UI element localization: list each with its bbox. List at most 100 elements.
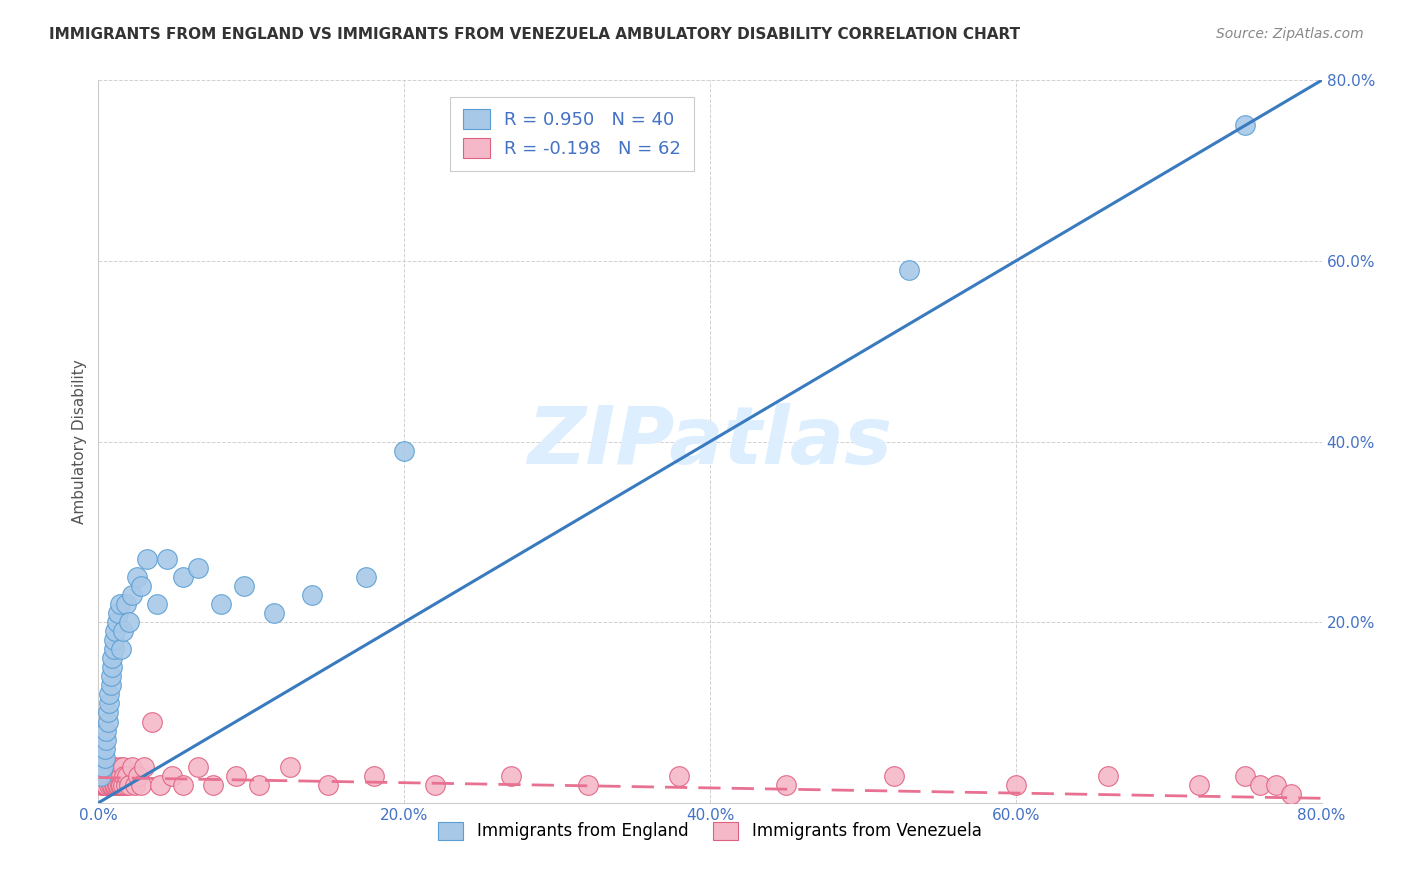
Point <box>501 769 523 783</box>
Point <box>209 597 232 611</box>
Point <box>172 570 194 584</box>
Point <box>103 642 125 657</box>
Point <box>278 760 301 774</box>
Point <box>129 579 152 593</box>
Point <box>107 606 129 620</box>
Point <box>202 778 225 792</box>
Point <box>117 769 139 783</box>
Point <box>100 678 122 692</box>
Point <box>98 697 121 711</box>
Point <box>115 597 138 611</box>
Point <box>105 615 128 630</box>
Point <box>141 714 163 729</box>
Point <box>127 769 149 783</box>
Point <box>1234 119 1257 133</box>
Point <box>187 760 209 774</box>
Point <box>105 778 128 792</box>
Point <box>115 778 138 792</box>
Point <box>883 769 905 783</box>
Point <box>90 778 112 792</box>
Point <box>97 760 120 774</box>
Point <box>108 778 131 792</box>
Point <box>100 778 122 792</box>
Point <box>149 778 172 792</box>
Point <box>101 769 124 783</box>
Point <box>91 778 114 792</box>
Point <box>93 741 115 756</box>
Point <box>124 778 146 792</box>
Point <box>1234 769 1257 783</box>
Point <box>98 687 121 701</box>
Point <box>112 769 135 783</box>
Y-axis label: Ambulatory Disability: Ambulatory Disability <box>72 359 87 524</box>
Point <box>107 769 129 783</box>
Point <box>668 769 690 783</box>
Point <box>118 615 141 630</box>
Point <box>232 579 254 593</box>
Point <box>108 597 131 611</box>
Point <box>100 760 122 774</box>
Point <box>94 723 117 738</box>
Point <box>104 778 127 792</box>
Point <box>118 778 141 792</box>
Point <box>104 769 127 783</box>
Point <box>94 769 117 783</box>
Point <box>94 778 117 792</box>
Point <box>97 706 120 720</box>
Point <box>110 778 132 792</box>
Point <box>97 714 120 729</box>
Point <box>103 633 125 648</box>
Point <box>160 769 183 783</box>
Point <box>263 606 285 620</box>
Point <box>101 660 124 674</box>
Point <box>156 552 179 566</box>
Point <box>101 651 124 665</box>
Point <box>121 760 143 774</box>
Point <box>105 769 128 783</box>
Point <box>354 570 377 584</box>
Point <box>247 778 270 792</box>
Point <box>187 561 209 575</box>
Point <box>145 597 167 611</box>
Point <box>110 642 132 657</box>
Point <box>1004 778 1026 792</box>
Point <box>576 778 599 792</box>
Point <box>363 769 385 783</box>
Point <box>134 760 156 774</box>
Point <box>108 760 131 774</box>
Text: ZIPatlas: ZIPatlas <box>527 402 893 481</box>
Point <box>91 769 114 783</box>
Point <box>111 778 134 792</box>
Point <box>111 624 134 639</box>
Point <box>98 778 121 792</box>
Point <box>90 769 112 783</box>
Point <box>129 778 152 792</box>
Point <box>301 588 323 602</box>
Point <box>897 263 920 277</box>
Point <box>107 778 129 792</box>
Point <box>1264 778 1286 792</box>
Text: Source: ZipAtlas.com: Source: ZipAtlas.com <box>1216 27 1364 41</box>
Point <box>392 443 416 458</box>
Point <box>103 760 125 774</box>
Point <box>172 778 194 792</box>
Text: IMMIGRANTS FROM ENGLAND VS IMMIGRANTS FROM VENEZUELA AMBULATORY DISABILITY CORRE: IMMIGRANTS FROM ENGLAND VS IMMIGRANTS FR… <box>49 27 1021 42</box>
Point <box>111 760 134 774</box>
Point <box>110 769 132 783</box>
Point <box>225 769 247 783</box>
Point <box>125 570 148 584</box>
Point <box>121 588 143 602</box>
Point <box>101 778 124 792</box>
Point <box>100 669 122 683</box>
Point <box>136 552 159 566</box>
Point <box>97 769 120 783</box>
Point <box>1188 778 1211 792</box>
Point <box>93 778 115 792</box>
Point <box>94 732 117 747</box>
Point <box>1279 787 1302 801</box>
Point <box>93 760 115 774</box>
Point <box>423 778 446 792</box>
Point <box>93 750 115 764</box>
Point <box>775 778 797 792</box>
Point <box>1097 769 1119 783</box>
